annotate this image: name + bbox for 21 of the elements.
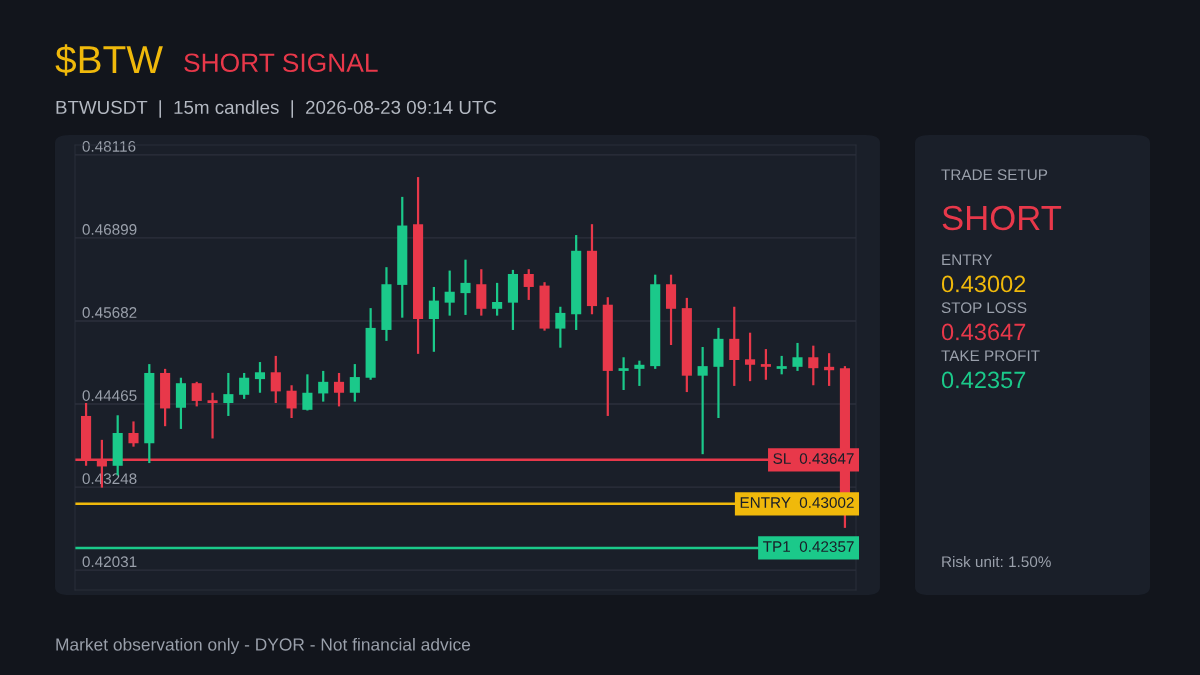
text: Market observation only - DYOR - Not financial advice bbox=[56, 637, 471, 655]
y-tick-label: 0.44465 bbox=[82, 390, 137, 401]
text: ENTRY bbox=[942, 254, 993, 265]
text: TRADE SETUP bbox=[941, 169, 1048, 181]
ref-line-label: ENTRY 0.43002 bbox=[740, 497, 854, 508]
chart-title: $BTW bbox=[55, 44, 163, 76]
text: 0.42357 bbox=[941, 371, 1026, 389]
chart-subtitle: SHORT SIGNAL bbox=[184, 53, 378, 73]
text: 0.43647 bbox=[941, 323, 1026, 341]
ref-line-label: TP1 0.42357 bbox=[763, 541, 854, 552]
text: STOP LOSS bbox=[941, 302, 1027, 314]
text: 0.43002 bbox=[941, 275, 1026, 293]
ref-line-label: SL 0.43647 bbox=[773, 453, 854, 464]
y-tick-label: 0.48116 bbox=[82, 140, 136, 152]
y-tick-label: 0.42031 bbox=[82, 556, 137, 568]
y-tick-label: 0.46899 bbox=[82, 224, 137, 235]
y-tick-label: 0.45682 bbox=[82, 307, 137, 318]
text: BTWUSDT | 15m candles | 2026-08-23 09:14 UTC bbox=[56, 100, 497, 118]
text: Risk unit: 1.50% bbox=[942, 555, 1051, 568]
text: TAKE PROFIT bbox=[941, 350, 1040, 362]
text: SHORT bbox=[942, 205, 1062, 231]
